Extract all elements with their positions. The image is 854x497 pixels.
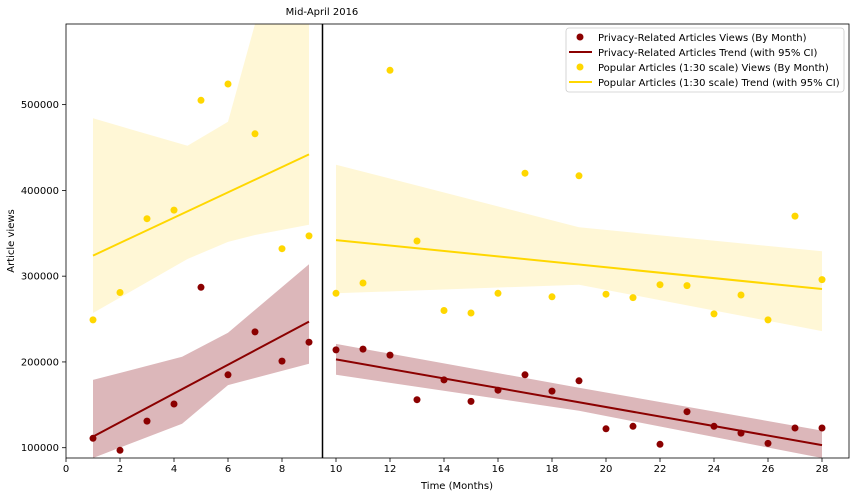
x-tick-label: 10 — [330, 464, 343, 475]
privacy-views-point — [791, 424, 799, 432]
x-axis-label: Time (Months) — [420, 481, 493, 492]
privacy-views-point — [629, 422, 637, 430]
privacy-views-point — [197, 283, 205, 291]
y-tick-label: 100000 — [21, 443, 59, 454]
popular-views-point — [791, 212, 799, 220]
privacy-trend-line-2 — [335, 358, 823, 447]
popular-views-point — [197, 96, 205, 104]
legend-marker-popular-views — [576, 63, 584, 71]
legend-label-popular-views: Popular Articles (1:30 scale) Views (By … — [598, 63, 829, 74]
legend-box — [565, 27, 845, 93]
popular-views-point — [764, 316, 772, 324]
privacy-views-point — [359, 345, 367, 353]
popular-views-point — [575, 172, 583, 180]
popular-views-point — [143, 215, 151, 223]
popular-ci-band-2 — [336, 164, 822, 332]
legend: Privacy-Related Articles Views (By Month… — [565, 27, 845, 93]
privacy-views-point — [143, 417, 151, 425]
x-tick-label: 12 — [384, 464, 397, 475]
popular-views-point — [737, 291, 745, 299]
privacy-views-point — [656, 440, 664, 448]
privacy-views-point — [548, 387, 556, 395]
privacy-views-point — [332, 346, 340, 354]
popular-views-point — [656, 281, 664, 289]
popular-views-point — [116, 289, 124, 296]
privacy-views-point — [116, 446, 124, 454]
popular-trend-line-1 — [92, 153, 310, 257]
y-tick-label: 200000 — [21, 357, 59, 368]
x-tick-label: 2 — [117, 464, 123, 475]
y-axis-label: Article views — [6, 209, 17, 273]
x-tick-label: 26 — [762, 464, 775, 475]
privacy-views-point — [278, 357, 286, 365]
x-tick-label: 0 — [63, 464, 69, 475]
x-tick-label: 20 — [600, 464, 613, 475]
popular-views-point — [359, 279, 367, 287]
x-tick-label: 14 — [438, 464, 451, 475]
popular-views-point — [386, 66, 394, 74]
privacy-views-point — [602, 425, 610, 433]
popular-views-point — [251, 130, 259, 138]
popular-views-point — [278, 245, 286, 253]
y-tick-label: 500000 — [21, 100, 59, 111]
chart-title: Mid-April 2016 — [286, 7, 359, 18]
privacy-views-point — [413, 396, 421, 404]
popular-views-point — [467, 309, 475, 317]
legend-label-privacy-trend: Privacy-Related Articles Trend (with 95%… — [598, 48, 817, 59]
popular-views-point — [332, 289, 340, 297]
popular-views-point — [521, 169, 529, 177]
popular-views-point — [440, 307, 448, 314]
x-tick-label: 8 — [279, 464, 285, 475]
axes-frame — [65, 23, 850, 459]
popular-views-point — [413, 237, 421, 245]
axes: 0 2 4 6 8 10 12 14 16 18 20 22 24 26 28100000200000300… — [21, 100, 829, 475]
x-tick-label: 22 — [654, 464, 667, 475]
popular-views-point — [170, 206, 178, 214]
y-tick-label: 300000 — [21, 272, 59, 283]
legend-label-privacy-views: Privacy-Related Articles Views (By Month… — [598, 33, 807, 44]
privacy-views-point — [467, 397, 475, 405]
privacy-ci-band-1 — [93, 264, 309, 458]
popular-trend-line-2 — [335, 239, 823, 290]
legend-marker-privacy-views — [576, 33, 584, 41]
privacy-views-point — [521, 371, 529, 379]
popular-views-point — [305, 232, 313, 240]
x-tick-label: 28 — [816, 464, 829, 475]
popular-views-point — [89, 316, 97, 324]
privacy-views-point — [224, 371, 232, 379]
popular-views-point — [710, 310, 718, 318]
popular-ci-band-1 — [93, 24, 309, 313]
x-tick-label: 24 — [708, 464, 721, 475]
privacy-views-point — [764, 439, 772, 447]
legend-label-popular-trend: Popular Articles (1:30 scale) Trend (wit… — [598, 78, 840, 89]
privacy-views-point — [386, 351, 394, 359]
privacy-views-point — [683, 408, 691, 416]
x-tick-label: 16 — [492, 464, 505, 475]
popular-views-point — [818, 276, 826, 284]
plot-area — [89, 24, 826, 458]
popular-views-point — [224, 80, 232, 88]
y-tick-label: 400000 — [21, 186, 59, 197]
popular-views-point — [494, 289, 502, 297]
popular-views-point — [602, 290, 610, 298]
x-tick-label: 18 — [546, 464, 559, 475]
privacy-views-point — [170, 400, 178, 408]
privacy-trend-line-1 — [92, 320, 310, 438]
x-tick-label: 6 — [225, 464, 231, 475]
privacy-views-point — [305, 338, 313, 346]
popular-views-point — [629, 294, 637, 302]
privacy-ci-band-2 — [336, 343, 822, 458]
popular-views-point — [683, 282, 691, 290]
popular-views-point — [548, 293, 556, 301]
x-tick-label: 4 — [171, 464, 177, 475]
privacy-views-point — [251, 328, 259, 336]
privacy-views-point — [818, 424, 826, 432]
privacy-views-point — [575, 377, 583, 385]
